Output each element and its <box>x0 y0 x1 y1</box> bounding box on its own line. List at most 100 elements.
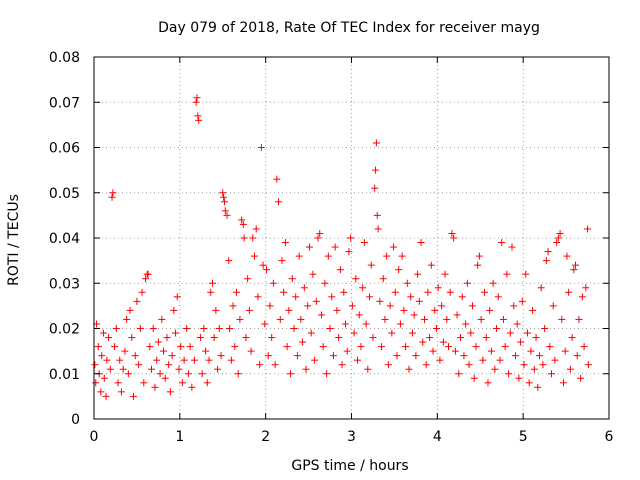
data-point <box>479 356 487 364</box>
data-point <box>196 334 204 342</box>
x-axis-ticks: 0 1 2 3 4 5 6 <box>90 57 614 445</box>
data-point <box>341 320 349 328</box>
data-point <box>333 306 341 314</box>
data-point <box>441 270 449 278</box>
data-point <box>102 392 110 400</box>
data-point <box>405 365 413 373</box>
data-point <box>347 234 355 242</box>
data-point <box>166 388 174 396</box>
data-point <box>226 325 234 332</box>
data-point <box>158 315 166 323</box>
y-axis-ticks: 0 0.01 0.02 0.03 0.04 0.05 0.06 0.07 0.08 <box>49 50 609 428</box>
data-point <box>190 356 198 364</box>
data-point <box>360 239 368 247</box>
data-point <box>307 329 315 337</box>
data-point <box>438 302 446 310</box>
data-point <box>403 279 411 287</box>
data-point <box>563 252 571 260</box>
data-point <box>494 293 502 301</box>
data-point <box>326 325 334 332</box>
data-point <box>419 338 427 346</box>
data-point <box>432 325 440 332</box>
data-point <box>359 284 367 292</box>
data-point <box>472 343 480 351</box>
y-tick-label: 0.02 <box>49 322 80 338</box>
data-point <box>223 211 231 219</box>
data-point <box>525 379 533 387</box>
data-point <box>582 284 590 292</box>
data-point <box>384 361 392 369</box>
data-point <box>100 374 108 382</box>
x-tick-label: 2 <box>261 429 270 445</box>
data-point <box>304 302 312 310</box>
data-point <box>210 334 218 342</box>
data-point <box>269 279 277 287</box>
data-point <box>510 302 518 310</box>
data-point <box>376 297 384 305</box>
data-point <box>259 261 267 269</box>
data-point <box>126 306 134 314</box>
data-point <box>489 279 497 287</box>
data-point <box>513 320 521 328</box>
data-point <box>506 329 514 337</box>
data-point <box>198 370 206 378</box>
data-point <box>112 325 120 332</box>
data-point <box>481 288 489 296</box>
data-point <box>328 293 336 301</box>
data-point <box>549 302 557 310</box>
data-point <box>335 334 343 342</box>
data-point <box>378 343 386 351</box>
x-tick-label: 3 <box>347 429 356 445</box>
data-point <box>236 315 244 323</box>
data-point <box>173 293 181 301</box>
data-point <box>484 379 492 387</box>
data-point <box>219 189 227 197</box>
data-point <box>498 239 506 247</box>
data-point <box>568 334 576 342</box>
data-point <box>309 270 317 278</box>
data-point <box>285 306 293 314</box>
data-point <box>420 315 428 323</box>
data-point <box>131 352 139 360</box>
data-point <box>254 293 262 301</box>
data-point <box>177 343 185 351</box>
data-point <box>316 229 324 237</box>
data-point <box>178 379 186 387</box>
data-point <box>547 370 555 378</box>
data-point <box>345 248 353 256</box>
data-point <box>92 379 100 387</box>
data-point <box>407 293 415 301</box>
data-point <box>281 239 289 247</box>
data-point <box>439 338 447 346</box>
data-point <box>551 356 559 364</box>
data-point <box>103 356 111 364</box>
data-point <box>482 334 490 342</box>
data-point <box>99 329 107 337</box>
data-point <box>572 261 580 269</box>
data-point <box>121 347 129 355</box>
x-axis-label: GPS time / hours <box>291 458 408 474</box>
data-point <box>314 234 322 242</box>
data-point <box>443 315 451 323</box>
data-point <box>108 193 116 201</box>
data-point <box>535 352 543 360</box>
data-point <box>541 325 549 332</box>
data-point <box>371 184 379 192</box>
data-point <box>578 293 586 301</box>
data-point <box>414 270 422 278</box>
data-point <box>154 338 162 346</box>
data-point <box>136 325 144 332</box>
data-point <box>212 306 220 314</box>
data-point <box>214 365 222 373</box>
data-point <box>379 275 387 283</box>
data-point <box>329 352 337 360</box>
data-point <box>239 220 247 228</box>
data-point <box>465 361 473 369</box>
data-point <box>369 334 377 342</box>
data-point <box>192 98 200 106</box>
data-point <box>242 334 250 342</box>
data-point <box>268 334 276 342</box>
data-point <box>450 234 458 242</box>
data-point <box>302 365 310 373</box>
data-point <box>520 361 528 369</box>
